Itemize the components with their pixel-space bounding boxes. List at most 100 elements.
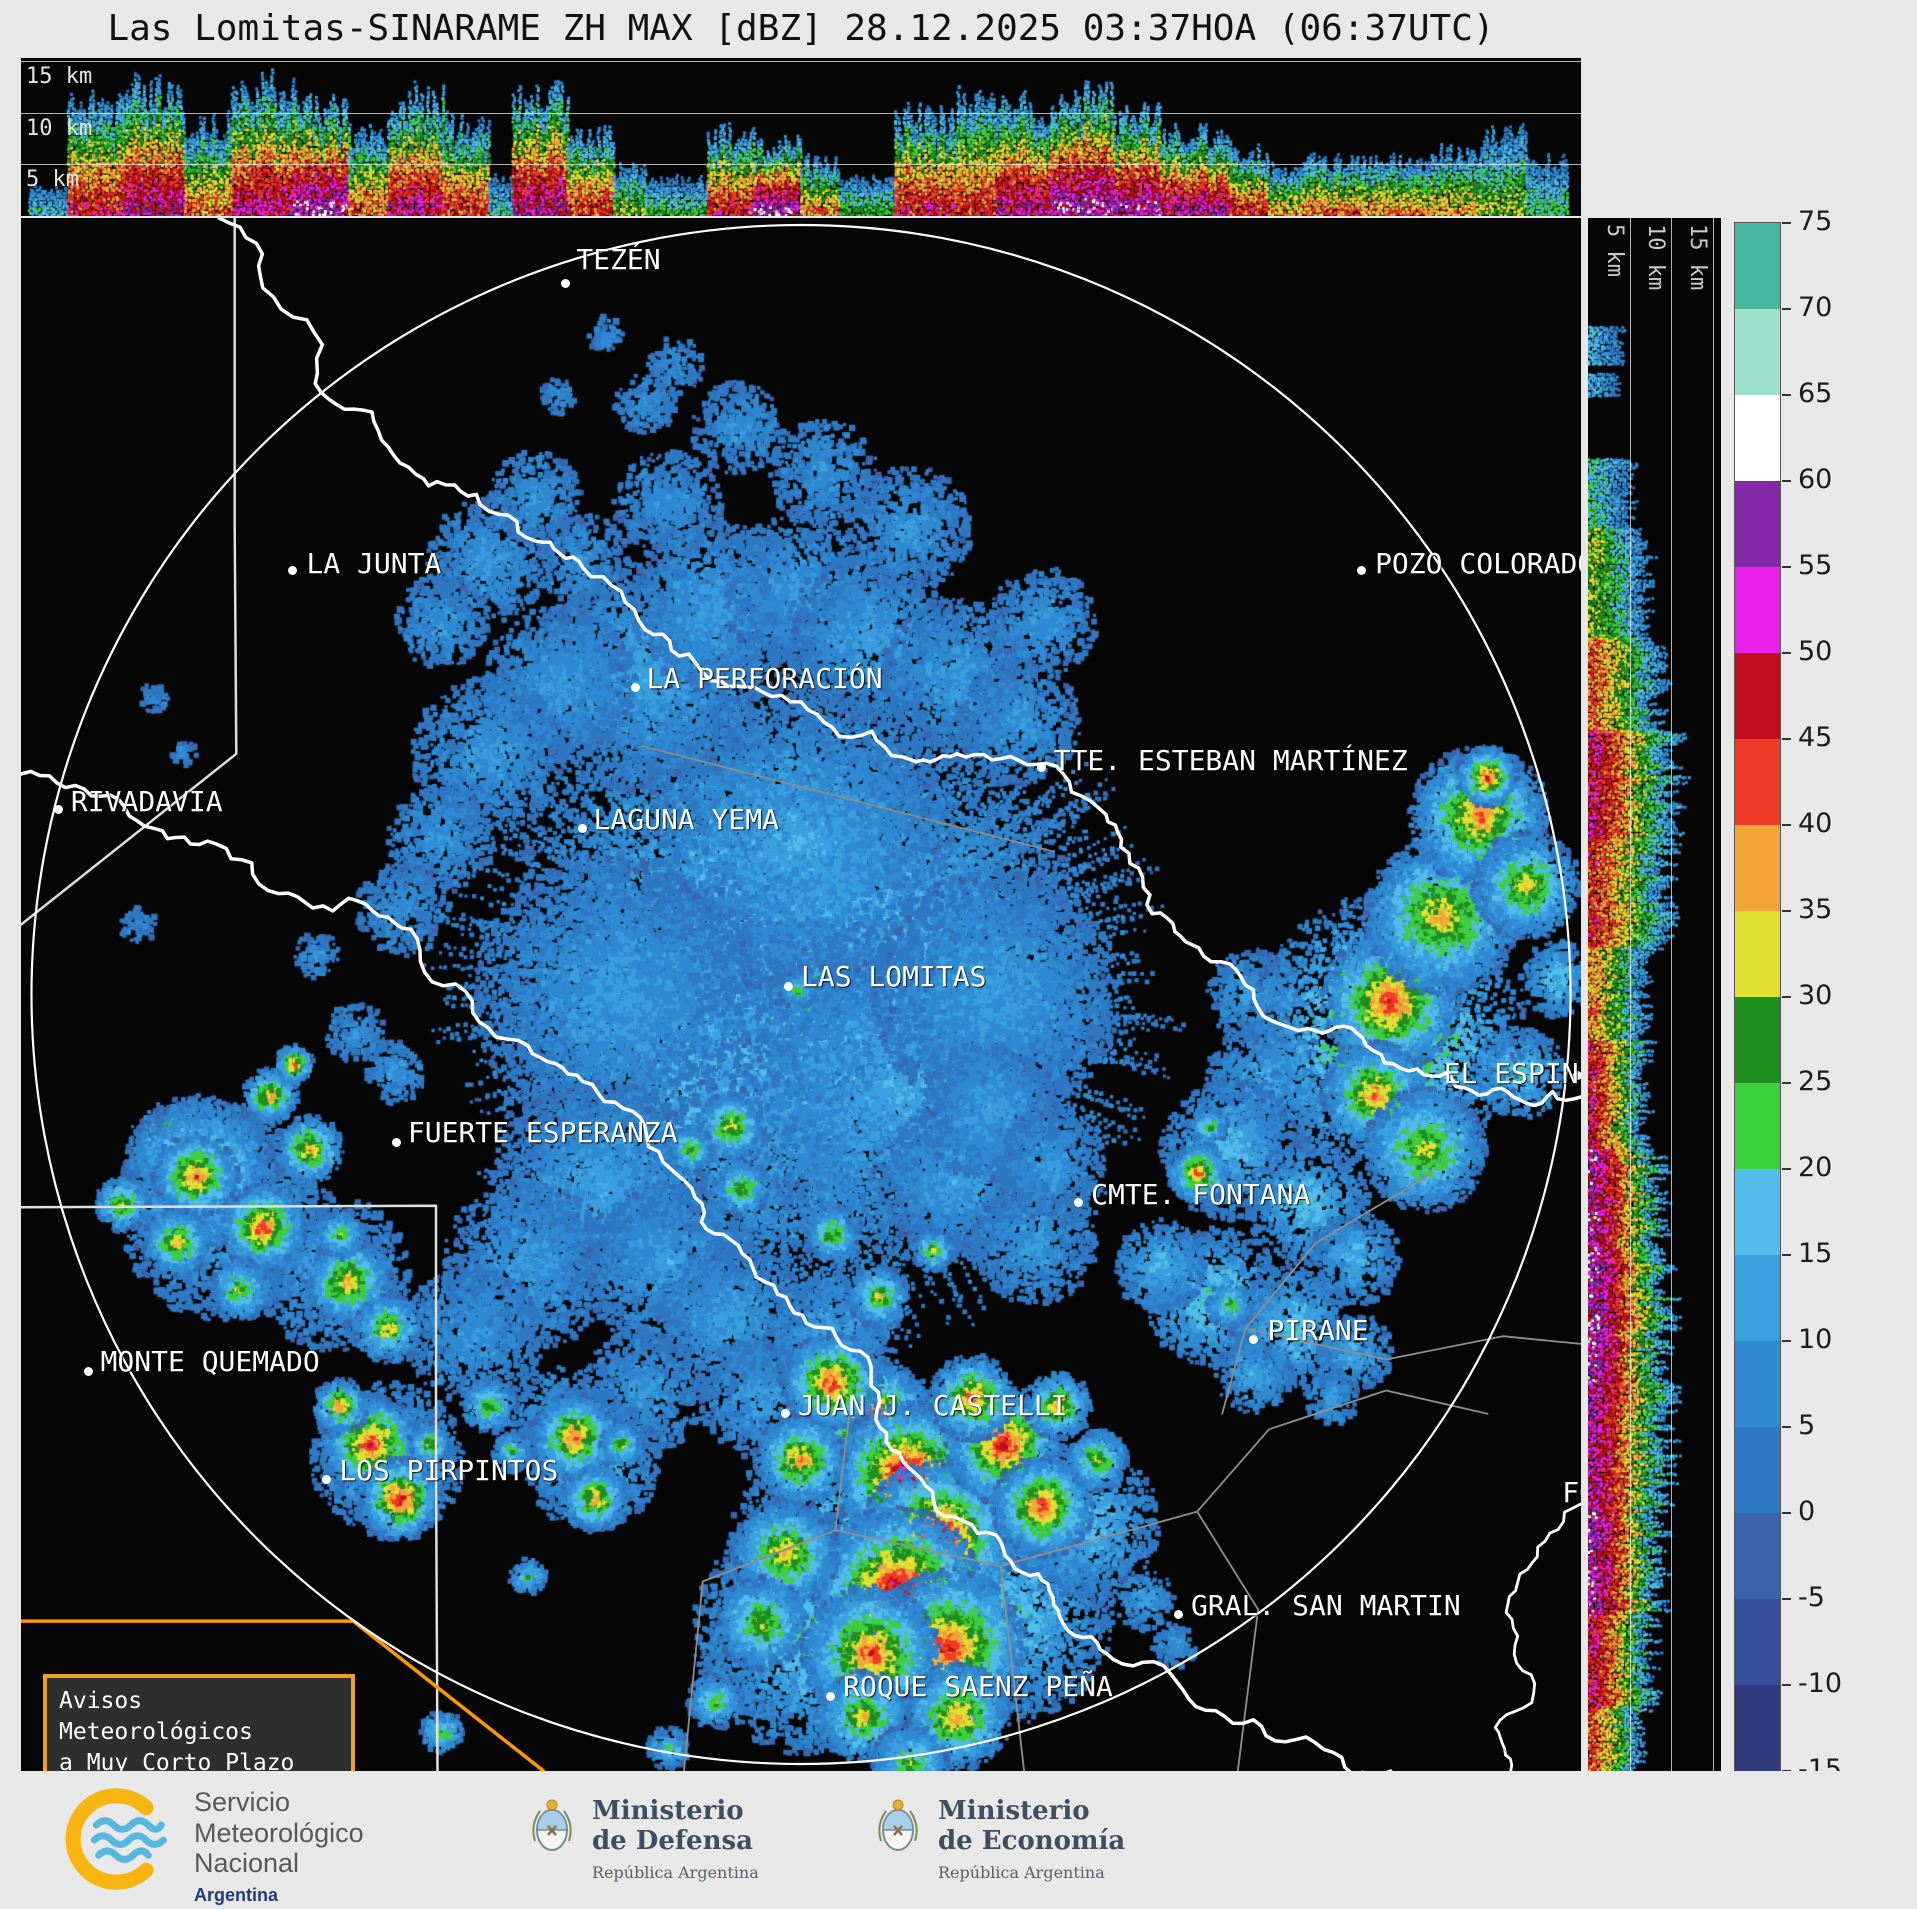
smn-logo-icon	[65, 1788, 167, 1890]
top-cross-section-panel: 15 km 10 km 5 km	[21, 58, 1581, 216]
colorbar-tick-label: 30	[1798, 980, 1833, 1011]
ministry-name: de Defensa	[592, 1825, 753, 1856]
height-gridline-15km	[1713, 218, 1714, 1771]
height-gridline-5km	[21, 164, 1581, 165]
colorbar-tick-label: 25	[1798, 1066, 1833, 1097]
place-label: FUERTE ESPERANZA	[407, 1115, 678, 1149]
place-dot	[1174, 1609, 1184, 1619]
colorbar-tick-label: 45	[1798, 722, 1833, 753]
colorbar-band	[1735, 309, 1780, 396]
place-dot	[631, 682, 641, 692]
colorbar-tick-label: 10	[1798, 1324, 1833, 1355]
department-border	[999, 1510, 1259, 1771]
height-axis-label: 5 km	[1602, 224, 1627, 277]
place-label: LAS LOMITAS	[801, 960, 987, 994]
ministry-country: República Argentina	[592, 1862, 759, 1882]
colorbar-band	[1735, 825, 1780, 912]
height-gridline-10km	[21, 113, 1581, 114]
colorbar-band	[1735, 481, 1780, 568]
height-axis-label: 10 km	[26, 116, 93, 141]
colorbar-tick-label: 60	[1798, 464, 1833, 495]
ministry-country: República Argentina	[938, 1862, 1105, 1882]
height-gridline-10km	[1671, 218, 1672, 1771]
place-label: GRAL. SAN MARTIN	[1191, 1589, 1461, 1623]
place-label: MONTE QUEMADO	[100, 1345, 320, 1379]
place-dot	[578, 823, 588, 833]
department-border	[683, 1412, 851, 1771]
place-label: JUAN J. CASTELLI	[797, 1388, 1068, 1422]
place-label: CMTE. FONTANA	[1091, 1177, 1311, 1211]
colorbar-band	[1735, 653, 1780, 740]
height-axis-label: 10 km	[1643, 224, 1668, 291]
radar-echo-canvas	[21, 218, 1581, 1771]
top-cross-section-canvas	[21, 58, 1581, 216]
colorbar-tickmark	[1782, 1512, 1791, 1514]
colorbar-tick-label: 65	[1798, 378, 1833, 409]
colorbar-band	[1735, 1513, 1780, 1600]
footer: Servicio Meteorológico Nacional Argentin…	[0, 1771, 1917, 1909]
colorbar-band	[1735, 567, 1780, 654]
ministry-economia: Ministerio de Economía República Argenti…	[874, 1796, 1125, 1882]
right-cross-section-canvas	[1588, 218, 1721, 1771]
height-gridline-15km	[21, 61, 1581, 62]
colorbar-band	[1735, 911, 1780, 998]
right-cross-section-panel: 5 km 10 km 15 km	[1588, 218, 1721, 1771]
place-dot	[1573, 1070, 1581, 1080]
place-label: PIRANE	[1267, 1314, 1369, 1348]
colorbar-tick-label: 0	[1798, 1496, 1816, 1527]
colorbar-tickmark	[1782, 1168, 1791, 1170]
colorbar-tickmark	[1782, 222, 1791, 224]
ministry-defensa: Ministerio de Defensa República Argentin…	[528, 1796, 759, 1882]
height-gridline-5km	[1630, 218, 1631, 1771]
colorbar-tick-label: 5	[1798, 1410, 1816, 1441]
place-label: ROQUE SAENZ PEÑA	[843, 1670, 1113, 1704]
dbz-colorbar	[1734, 222, 1781, 1772]
province-border	[21, 1204, 439, 1771]
colorbar-band	[1735, 997, 1780, 1084]
colorbar-tick-label: 50	[1798, 636, 1833, 667]
place-label: LAGUNA YEMA	[593, 803, 779, 837]
place-dot	[392, 1137, 402, 1147]
place-dot	[826, 1691, 836, 1701]
colorbar-tick-label: -10	[1798, 1668, 1843, 1699]
colorbar-tick-label: 70	[1798, 292, 1833, 323]
colorbar-tickmark	[1782, 1254, 1791, 1256]
colorbar-tickmark	[1782, 738, 1791, 740]
colorbar-band	[1735, 1169, 1780, 1256]
river	[21, 769, 1393, 1771]
place-dot	[1248, 1334, 1258, 1344]
colorbar-band	[1735, 1685, 1780, 1772]
height-axis-label: 15 km	[1685, 224, 1710, 291]
colorbar-tick-label: 35	[1798, 894, 1833, 925]
smn-line: Nacional	[194, 1848, 300, 1878]
colorbar-band	[1735, 1083, 1780, 1170]
place-dot	[83, 1367, 93, 1377]
page-title: Las Lomitas-SINARAME ZH MAX [dBZ] 28.12.…	[107, 8, 1495, 49]
smn-wordmark: Servicio Meteorológico Nacional Argentin…	[194, 1787, 364, 1906]
place-dot	[1036, 763, 1046, 773]
colorbar-tickmark	[1782, 480, 1791, 482]
colorbar-band	[1735, 1427, 1780, 1514]
colorbar-tickmark	[1782, 308, 1791, 310]
smn-line: Servicio	[194, 1787, 291, 1817]
place-dot	[53, 805, 63, 815]
range-circle	[30, 223, 1572, 1766]
height-axis-label: 15 km	[26, 64, 93, 89]
colorbar-tickmark	[1782, 566, 1791, 568]
place-label: TTE. ESTEBAN MARTÍNEZ	[1053, 744, 1408, 778]
colorbar-band	[1735, 739, 1780, 826]
province-border	[21, 218, 238, 926]
department-border	[1196, 1389, 1489, 1513]
road-line	[641, 745, 1055, 853]
colorbar-tickmark	[1782, 1426, 1791, 1428]
colorbar-tick-label: 15	[1798, 1238, 1833, 1269]
colorbar-tick-label: 75	[1798, 206, 1833, 237]
colorbar-band	[1735, 223, 1780, 310]
smn-country: Argentina	[194, 1884, 279, 1905]
colorbar-tickmark	[1782, 824, 1791, 826]
ministry-name: Ministerio	[592, 1796, 744, 1826]
place-dot	[780, 1409, 790, 1419]
place-dot	[1356, 566, 1366, 576]
department-border	[1221, 1172, 1434, 1415]
department-border	[1244, 1327, 1581, 1361]
